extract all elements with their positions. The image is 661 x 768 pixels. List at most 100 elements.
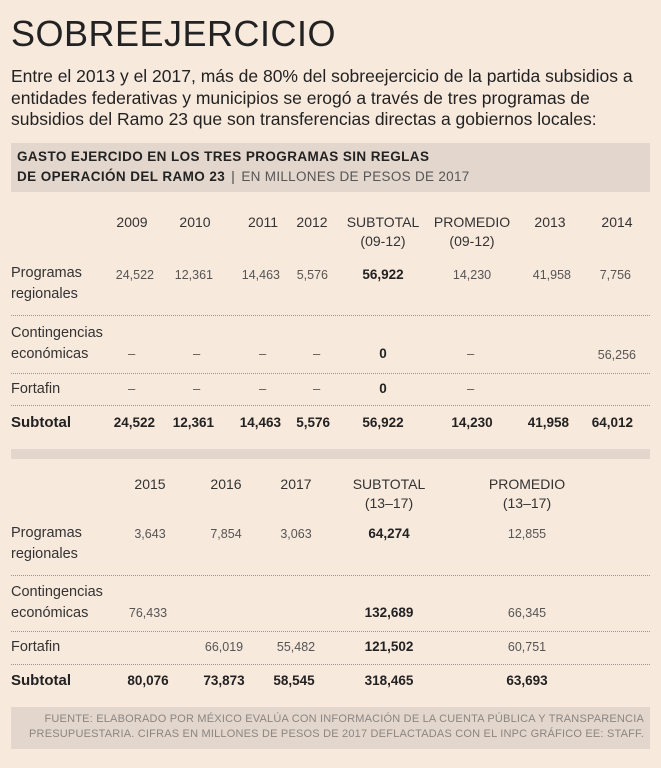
cell-subtotal-2017: 58,545 [273,673,315,688]
cell-regionales-2011: 14,463 [241,268,280,282]
cell-fortafin-promedio: – [467,381,475,396]
header-2012: 2012 [296,214,328,230]
cell-fortafin-2011: – [259,381,267,396]
cell-subtotal-2010: 12,361 [172,415,214,430]
row-label-l2: económicas [11,605,89,621]
cell-subtotal-2009: 24,522 [113,415,155,430]
row-divider [11,575,650,576]
cell-contingencias-2009: – [128,346,136,361]
cell-subtotal-2014: 64,012 [591,415,633,430]
cell-regionales-subtotal: 56,922 [362,267,404,282]
cell-fortafin-subtotal: 121,502 [364,639,414,654]
cell-contingencias-promedio: – [467,346,475,361]
table-title-separator: | [231,169,236,184]
row-label-fortafin: Fortafin [11,639,61,655]
header-subtotal-l2: (13–17) [364,495,414,511]
cell-regionales-2010: 12,361 [174,268,213,282]
cell-fortafin-2012: – [313,381,321,396]
table-units: EN MILLONES DE PESOS DE 2017 [241,169,470,184]
cell-regionales-promedio: 14,230 [452,268,492,282]
header-2015: 2015 [134,476,166,492]
cell-regionales-2015: 3,643 [134,527,166,541]
cell-fortafin-promedio: 60,751 [507,640,547,654]
header-2011: 2011 [247,214,279,230]
table-divider-band [11,449,650,459]
cell-contingencias-subtotal: 132,689 [364,605,414,620]
header-subtotal-l2: (09-12) [360,233,406,249]
row-divider [11,315,650,316]
row-label-programas-regionales: Programas regionales [11,263,82,305]
cell-contingencias-2015: 76,433 [128,606,168,620]
cell-contingencias-2010: – [193,346,201,361]
intro-paragraph: Entre el 2013 y el 2017, más de 80% del … [11,66,633,129]
header-promedio-13-17: PROMEDIO (13–17) [482,475,572,513]
row-label-l1: Programas [11,265,82,281]
header-2017: 2017 [280,476,312,492]
cell-subtotal-subtotal: 318,465 [364,673,414,688]
header-subtotal-l1: SUBTOTAL [346,214,420,230]
row-label-l1: Contingencias [11,325,103,341]
cell-contingencias-2014: 56,256 [597,348,636,362]
header-subtotal-13-17: SUBTOTAL (13–17) [348,475,430,513]
cell-subtotal-subtotal: 56,922 [362,415,404,430]
row-label-contingencias: Contingencias económicas [11,323,103,365]
cell-subtotal-2011: 14,463 [239,415,281,430]
cell-fortafin-2017: 55,482 [276,640,316,654]
cell-subtotal-2015: 80,076 [127,673,169,688]
cell-regionales-promedio: 12,855 [507,527,547,541]
row-label-l1: Programas [11,525,82,541]
cell-regionales-2009: 24,522 [115,268,154,282]
table-title-line1: GASTO EJERCIDO EN LOS TRES PROGRAMAS SIN… [17,149,430,164]
cell-contingencias-2011: – [259,346,267,361]
cell-contingencias-promedio: 66,345 [507,606,547,620]
cell-regionales-2013: 41,958 [532,268,571,282]
row-label-l2: regionales [11,546,78,562]
header-subtotal-l1: SUBTOTAL [352,476,426,492]
table-title-band: GASTO EJERCIDO EN LOS TRES PROGRAMAS SIN… [11,143,650,192]
row-divider [11,373,650,374]
cell-contingencias-subtotal: 0 [379,346,387,361]
row-divider [11,631,650,632]
cell-fortafin-subtotal: 0 [379,381,387,396]
cell-fortafin-2016: 66,019 [204,640,244,654]
cell-subtotal-promedio: 63,693 [506,673,548,688]
cell-regionales-subtotal: 64,274 [368,526,410,541]
row-label-l2: económicas [11,346,89,362]
cell-fortafin-2009: – [128,381,136,396]
cell-regionales-2014: 7,756 [599,268,631,282]
cell-subtotal-2013: 41,958 [527,415,569,430]
header-2014: 2014 [601,214,633,230]
cell-subtotal-promedio: 14,230 [451,415,493,430]
source-note: FUENTE: ELABORADO POR MÉXICO EVALÚA CON … [11,707,650,749]
header-promedio-l1: PROMEDIO [488,476,566,492]
header-promedio-l2: (09-12) [449,233,495,249]
row-label-subtotal: Subtotal [11,414,71,431]
table-title-line2: DE OPERACIÓN DEL RAMO 23 [17,169,226,184]
row-label-l1: Contingencias [11,584,103,600]
row-label-l2: regionales [11,286,78,302]
page-title: SOBREEJERCICIO [11,13,337,54]
header-subtotal-09-12: SUBTOTAL (09-12) [342,213,424,251]
cell-fortafin-2010: – [193,381,201,396]
cell-subtotal-2012: 5,576 [296,415,330,430]
row-divider [11,405,650,406]
header-promedio-l1: PROMEDIO [433,214,511,230]
cell-regionales-2016: 7,854 [210,527,242,541]
header-2010: 2010 [179,214,211,230]
row-label-programas-regionales: Programas regionales [11,523,82,565]
source-line2: PRESUPUESTARIA. CIFRAS EN MILLONES DE PE… [29,728,644,740]
header-2013: 2013 [534,214,566,230]
row-label-contingencias: Contingencias económicas [11,582,103,624]
header-promedio-09-12: PROMEDIO (09-12) [427,213,517,251]
row-label-subtotal: Subtotal [11,672,71,689]
source-line1: FUENTE: ELABORADO POR MÉXICO EVALÚA CON … [44,713,644,725]
table-title-line2-wrap: DE OPERACIÓN DEL RAMO 23 | EN MILLONES D… [11,167,650,187]
cell-regionales-2017: 3,063 [280,527,312,541]
row-label-fortafin: Fortafin [11,381,61,397]
cell-contingencias-2012: – [313,346,321,361]
cell-regionales-2012: 5,576 [296,268,328,282]
header-2016: 2016 [210,476,242,492]
cell-subtotal-2016: 73,873 [203,673,245,688]
header-promedio-l2: (13–17) [502,495,552,511]
header-2009: 2009 [116,214,148,230]
